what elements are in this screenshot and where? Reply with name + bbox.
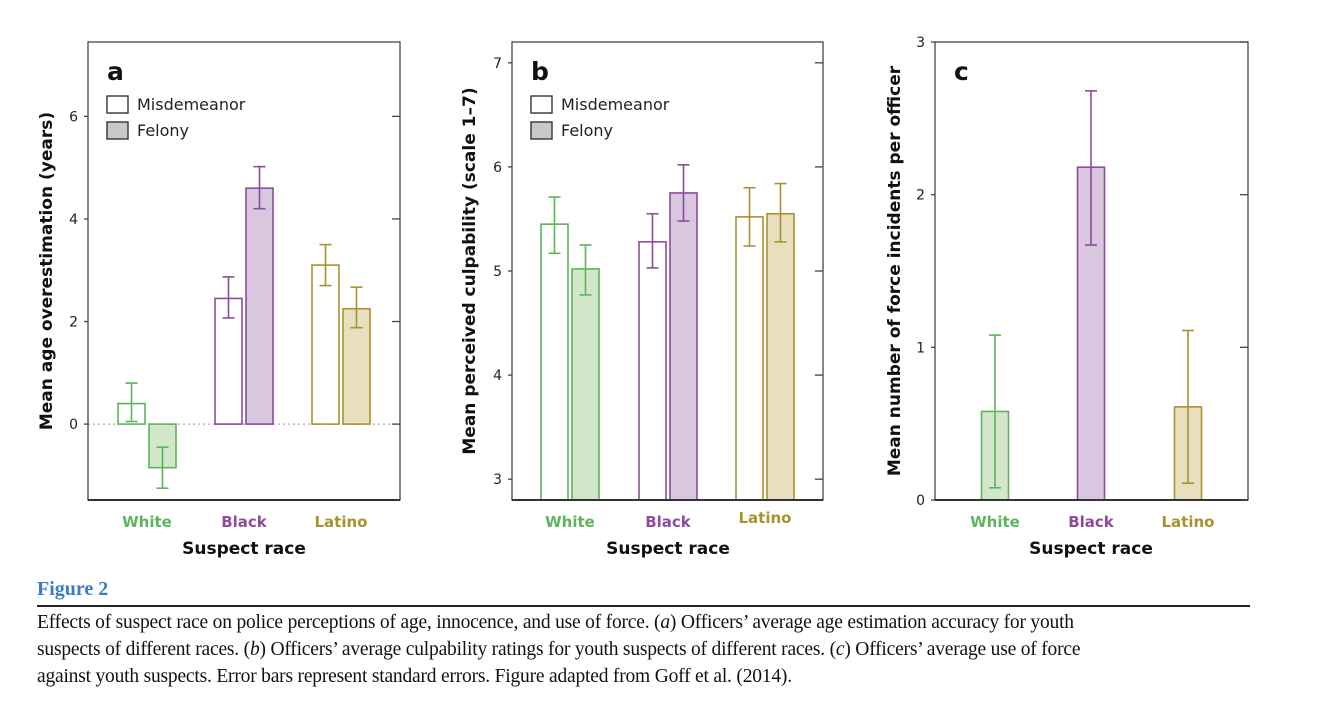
- caption-text: against youth suspects. Error bars repre…: [37, 666, 792, 687]
- y-axis-label: Mean perceived culpability (scale 1–7): [460, 87, 480, 454]
- panel-b: 3 4 5 6 7 b Misdemeanor Felony White Black Latino S…: [460, 41, 824, 559]
- x-tick-label-black: Black: [645, 513, 692, 531]
- y-tick-label: 1: [916, 340, 925, 356]
- caption-text: ) Officers’ average culpability ratings …: [259, 639, 837, 660]
- error-bar: [156, 446, 169, 490]
- legend-swatch-misdemeanor: [530, 95, 553, 114]
- caption-text: Effects of suspect race on police percep…: [37, 612, 661, 633]
- panel-letter: a: [107, 57, 124, 86]
- error-bar: [1085, 90, 1097, 246]
- x-tick-label-black: Black: [1068, 513, 1115, 531]
- bar-latino-misdemeanor: [735, 216, 764, 501]
- error-bar: [677, 164, 690, 222]
- bar-black-felony: [245, 187, 274, 425]
- caption-text: b: [249, 639, 260, 660]
- legend-label-felony: Felony: [561, 121, 613, 140]
- legend-swatch-misdemeanor: [106, 95, 129, 114]
- bar-white-felony: [571, 268, 600, 501]
- x-tick-label-white: White: [970, 513, 1020, 531]
- error-bar: [579, 244, 592, 296]
- caption-text: suspects of different races. (: [37, 639, 250, 660]
- caption-line-1: Effects of suspect race on police percep…: [37, 612, 1074, 634]
- caption-text: c: [835, 639, 845, 660]
- error-bar: [774, 182, 787, 243]
- caption-line-3: against youth suspects. Error bars repre…: [37, 666, 792, 688]
- caption-divider: [37, 605, 1250, 607]
- legend-label-misdemeanor: Misdemeanor: [137, 95, 246, 114]
- bar-black-felony: [669, 192, 698, 501]
- panel-c: 0 1 2 3 c White Black Latino Suspect race Mean nu…: [885, 35, 1249, 559]
- caption-text: ) Officers’ average use of force: [844, 639, 1081, 660]
- caption-text: ) Officers’ average age estimation accur…: [669, 612, 1074, 633]
- figure-label: Figure 2: [37, 578, 109, 600]
- x-tick-label-black: Black: [221, 513, 268, 531]
- y-tick-label: 3: [493, 472, 502, 488]
- legend-label-misdemeanor: Misdemeanor: [561, 95, 670, 114]
- y-tick-label: 6: [69, 109, 78, 125]
- panel-letter: c: [954, 57, 969, 86]
- error-bar: [1182, 329, 1194, 485]
- y-tick-label: 4: [69, 212, 78, 228]
- error-bar: [743, 186, 756, 247]
- x-axis-label: Suspect race: [182, 539, 306, 559]
- y-tick-label: 3: [916, 35, 925, 51]
- legend-label-felony: Felony: [137, 121, 189, 140]
- error-bar: [646, 212, 659, 269]
- error-bar: [319, 243, 332, 287]
- y-tick-label: 5: [493, 264, 502, 280]
- y-axis-label: Mean number of force incidents per offic…: [885, 65, 905, 476]
- bar-white-misdemeanor: [540, 223, 569, 501]
- x-axis-label: Suspect race: [606, 539, 730, 559]
- caption-text: a: [660, 612, 670, 633]
- caption-line-2: suspects of different races. (b) Officer…: [37, 639, 1080, 661]
- error-bar: [253, 165, 266, 210]
- x-tick-label-white: White: [122, 513, 172, 531]
- y-tick-label: 6: [493, 160, 502, 176]
- x-tick-label-latino: Latino: [315, 513, 368, 531]
- x-tick-label-latino: Latino: [739, 509, 792, 527]
- y-tick-label: 4: [493, 368, 502, 384]
- y-tick-label: 0: [916, 493, 925, 509]
- bar-latino-misdemeanor: [311, 264, 340, 425]
- y-tick-label: 7: [493, 56, 502, 72]
- figure-panels: 0 2 4 6 a Misdemeanor Felony White Black Latino Su…: [37, 35, 1249, 559]
- y-axis-label: Mean age overestimation (years): [37, 112, 57, 430]
- error-bar: [222, 276, 235, 319]
- bar-black-misdemeanor: [638, 241, 667, 501]
- x-axis-label: Suspect race: [1029, 539, 1153, 559]
- error-bar: [125, 382, 138, 423]
- bar-black-misdemeanor: [214, 297, 243, 425]
- y-tick-label: 2: [916, 188, 925, 204]
- panel-a: 0 2 4 6 a Misdemeanor Felony White Black Latino Su…: [37, 41, 401, 559]
- panel-letter: b: [531, 57, 549, 86]
- legend-swatch-felony: [106, 121, 129, 140]
- error-bar: [989, 334, 1001, 489]
- error-bar: [548, 196, 561, 255]
- x-tick-label-white: White: [545, 513, 595, 531]
- x-tick-label-latino: Latino: [1162, 513, 1215, 531]
- y-tick-label: 2: [69, 315, 78, 331]
- bar-latino-felony: [766, 212, 795, 501]
- error-bar: [350, 286, 363, 329]
- legend-swatch-felony: [530, 121, 553, 140]
- y-tick-label: 0: [69, 417, 78, 433]
